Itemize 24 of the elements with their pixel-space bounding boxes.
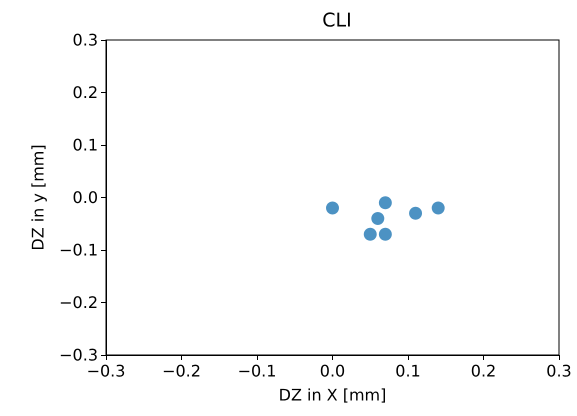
y-tick-label: −0.3 xyxy=(59,346,98,364)
x-tick-label: 0.1 xyxy=(395,362,421,380)
y-tick-label: −0.2 xyxy=(59,293,98,312)
x-tick-label: −0.1 xyxy=(238,362,276,380)
x-axis-title: DZ in X [mm] xyxy=(278,386,386,404)
chart-title: CLI xyxy=(322,10,352,32)
point xyxy=(409,206,422,220)
point xyxy=(371,212,384,225)
y-tick-label: −0.1 xyxy=(59,240,98,260)
y-tick-label: 0.1 xyxy=(72,136,98,154)
point xyxy=(378,196,392,210)
y-tick-label: 0.2 xyxy=(72,83,98,102)
y-tick-label: 0.3 xyxy=(72,30,98,50)
point xyxy=(432,202,445,214)
x-tick-label: 0.3 xyxy=(546,362,572,380)
y-axis-title: DZ in y [mm] xyxy=(28,144,48,251)
x-tick-label: −0.3 xyxy=(86,362,126,380)
x-tick-label: 0.0 xyxy=(320,362,346,380)
x-tick-label: −0.2 xyxy=(162,362,201,380)
point xyxy=(364,228,377,241)
x-tick-label: 0.2 xyxy=(470,362,496,380)
y-tick-label: 0.0 xyxy=(72,188,98,207)
point xyxy=(326,202,339,214)
point xyxy=(378,228,392,241)
